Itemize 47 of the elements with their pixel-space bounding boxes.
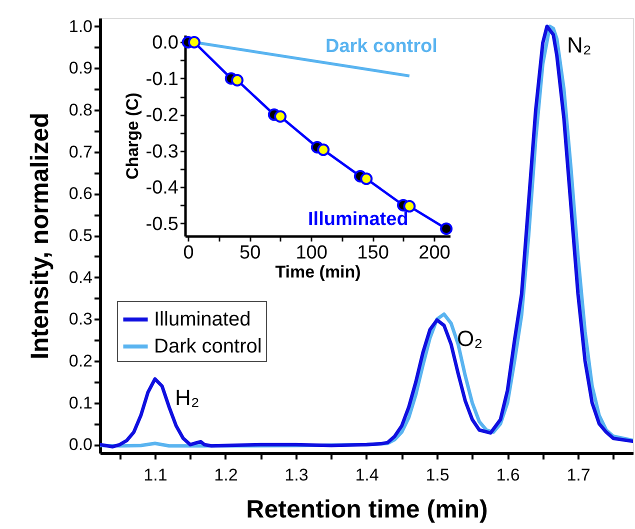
- point: [231, 74, 244, 87]
- x-tick-label: 1.2: [214, 466, 238, 484]
- y-tick-label: -0.4: [146, 178, 179, 199]
- y-tick-label: -0.3: [146, 141, 178, 162]
- legend-label: Illuminated: [154, 308, 251, 330]
- series-label: Dark control: [326, 36, 438, 57]
- point: [403, 200, 416, 213]
- legend-label: Dark control: [154, 336, 262, 358]
- x-tick-label: 100: [296, 242, 328, 264]
- y-tick-label: 0.7: [68, 142, 92, 162]
- x-tick-label: 1.5: [426, 466, 450, 484]
- point: [274, 110, 287, 123]
- annotation: O₂: [457, 326, 483, 351]
- x-tick-label: 1.4: [355, 466, 379, 484]
- y-tick-label: 0.2: [68, 351, 92, 370]
- y-tick-label: 0.9: [68, 58, 92, 78]
- point: [317, 144, 330, 156]
- y-tick-label: -0.1: [146, 68, 178, 90]
- x-tick-label: 200: [418, 242, 450, 264]
- series-label: Illuminated: [308, 208, 408, 230]
- y-tick-label: 0.5: [68, 226, 92, 245]
- y-axis-title: Charge (C): [122, 92, 142, 180]
- x-tick-label: 0: [183, 242, 194, 264]
- point: [440, 222, 453, 235]
- y-tick-label: 0.1: [68, 393, 92, 412]
- x-axis-title: Retention time (min): [246, 496, 488, 524]
- y-tick-label: 0.0: [152, 32, 178, 54]
- y-tick-label: 0.3: [68, 310, 92, 329]
- y-axis-title: Intensity, normalized: [26, 112, 54, 360]
- y-tick-label: 1.0: [68, 16, 92, 36]
- y-tick-label: 0.0: [68, 435, 92, 454]
- x-tick-label: 1.7: [566, 466, 590, 484]
- x-tick-label: 1.3: [284, 466, 308, 484]
- y-tick-label: 0.6: [68, 184, 92, 204]
- x-tick-label: 1.6: [496, 466, 520, 484]
- point: [188, 36, 200, 48]
- x-axis-title: Time (min): [275, 262, 361, 282]
- annotation: H₂: [174, 384, 200, 410]
- y-tick-label: 0.8: [68, 100, 92, 120]
- x-tick-label: 1.1: [144, 466, 168, 484]
- y-tick-label: -0.2: [146, 105, 178, 126]
- x-tick-label: 50: [239, 242, 261, 264]
- x-tick-label: 150: [357, 242, 389, 264]
- y-tick-label: 0.4: [68, 268, 92, 287]
- annotation: N₂: [566, 32, 592, 58]
- point: [360, 172, 373, 186]
- y-tick-label: -0.5: [146, 214, 178, 235]
